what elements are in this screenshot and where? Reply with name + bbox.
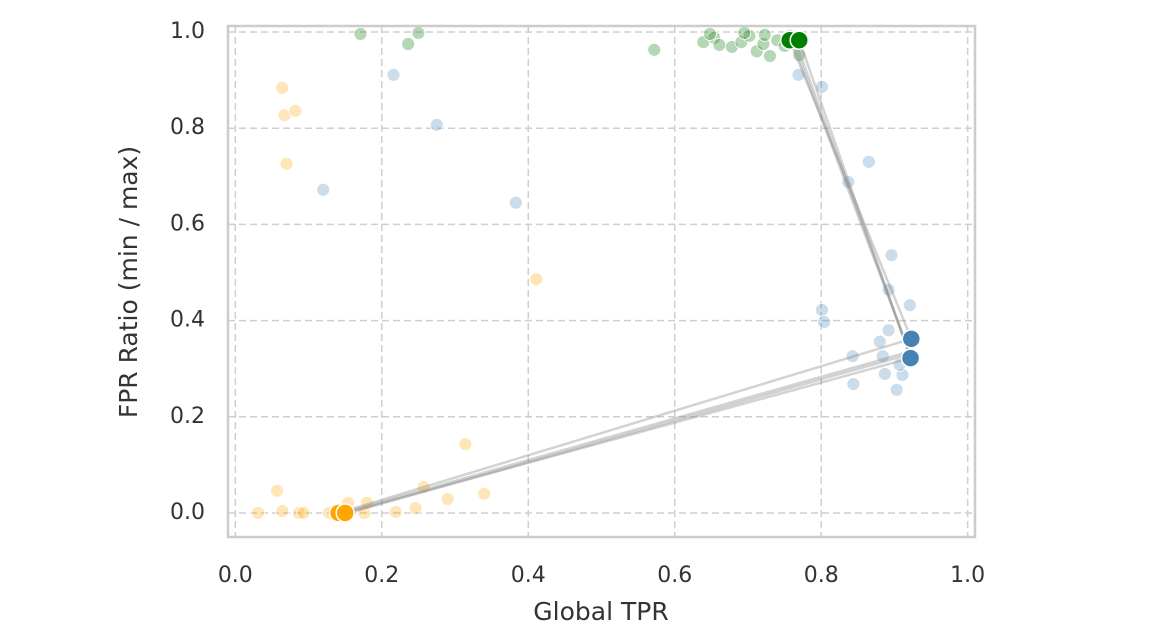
y-tick-label: 0.0 (170, 500, 205, 525)
point (275, 504, 290, 518)
point (791, 67, 806, 82)
point (875, 349, 890, 364)
point (360, 495, 375, 510)
point (846, 377, 861, 391)
x-tick-label: 0.6 (657, 563, 692, 588)
point (845, 349, 860, 364)
point (902, 298, 917, 313)
point (292, 506, 306, 520)
x-tick-label: 0.0 (218, 563, 253, 588)
point (477, 486, 492, 501)
point (529, 272, 544, 287)
marks (251, 26, 922, 523)
point (386, 67, 401, 82)
point (429, 117, 444, 132)
point (861, 154, 876, 169)
y-tick-label: 0.8 (170, 115, 205, 140)
x-tick-label: 1.0 (950, 563, 985, 588)
point (702, 27, 717, 41)
point (817, 315, 832, 329)
point (881, 323, 896, 338)
point (881, 282, 896, 297)
point (763, 49, 777, 63)
plot-area (228, 26, 975, 537)
y-tick-label: 1.0 (170, 19, 205, 44)
point (900, 348, 921, 368)
point (411, 26, 426, 40)
point (508, 195, 523, 210)
x-tick-label: 0.2 (364, 563, 399, 588)
point (872, 334, 887, 349)
point (901, 329, 922, 349)
x-axis-label: Global TPR (533, 597, 668, 626)
point (707, 30, 722, 45)
y-axis-label: FPR Ratio (min / max) (114, 146, 143, 418)
x-tick-label: 0.8 (804, 563, 839, 588)
point (884, 248, 899, 263)
point (296, 506, 311, 520)
y-tick-label: 0.2 (170, 404, 205, 429)
point (416, 480, 431, 494)
point (353, 27, 368, 41)
point (815, 303, 829, 317)
point (275, 80, 290, 95)
point (878, 367, 892, 381)
point (388, 505, 403, 519)
point (288, 103, 303, 118)
point (270, 483, 284, 498)
y-tick-label: 0.4 (170, 308, 205, 333)
point (789, 30, 809, 50)
point (408, 501, 423, 516)
plot-border (226, 24, 977, 539)
point (251, 506, 265, 520)
point (737, 26, 752, 40)
y-tick-label: 0.6 (170, 211, 205, 236)
point (889, 382, 904, 397)
point (279, 156, 294, 171)
point (401, 37, 416, 51)
point (647, 42, 662, 57)
point (712, 38, 727, 52)
point (440, 492, 455, 506)
point (815, 79, 829, 94)
point (335, 503, 355, 523)
point (757, 27, 772, 42)
point (841, 175, 856, 189)
point (458, 437, 473, 452)
x-tick-label: 0.4 (511, 563, 546, 588)
point (316, 182, 331, 197)
